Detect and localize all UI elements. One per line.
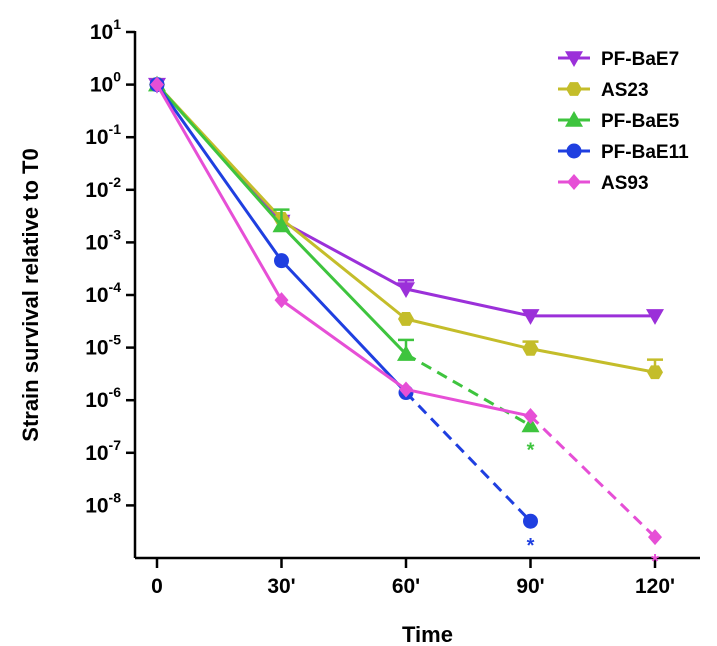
y-tick-label: 10-3: [85, 226, 121, 254]
line-segment: [405, 387, 531, 418]
dashed-segment: [404, 391, 532, 523]
legend-label: AS93: [601, 173, 649, 194]
data-point: [647, 365, 663, 380]
legend-label: PF-BaE7: [601, 49, 679, 70]
y-tick-label: 10-1: [85, 121, 121, 149]
dashed-segment: [405, 352, 532, 427]
legend-label: PF-BaE5: [601, 111, 680, 132]
y-tick-label: 10-2: [85, 174, 121, 202]
legend-item-PF-BaE7: PF-BaE7: [558, 49, 679, 70]
data-point: [399, 381, 413, 398]
line-segment: [530, 347, 656, 374]
legend-marker: [565, 111, 583, 127]
x-tick-label: 60': [392, 575, 420, 598]
data-point: [523, 408, 538, 425]
line-segment: [405, 317, 531, 351]
x-axis-title: Time: [402, 622, 453, 646]
series-PF-BaE11: *: [149, 77, 538, 557]
series-AS93: *: [150, 76, 662, 573]
y-tick-label: 10-4: [85, 279, 121, 307]
data-point: [646, 309, 664, 325]
y-tick-label: 10-8: [85, 489, 121, 517]
legend-marker: [566, 143, 582, 159]
line-segment: [280, 220, 407, 291]
data-point: [398, 312, 414, 326]
data-point: [397, 345, 415, 361]
series-AS23: [149, 77, 663, 380]
legend-marker: [566, 82, 582, 96]
line-segment: [405, 287, 531, 318]
y-tick-label: 101: [90, 16, 121, 44]
data-point: [523, 513, 538, 529]
data-point: [150, 76, 164, 93]
legend-item-AS93: AS93: [558, 173, 649, 194]
legend-item-PF-BaE5: PF-BaE5: [558, 111, 680, 132]
significance-star: *: [527, 535, 535, 557]
line-segment: [155, 83, 283, 227]
data-point: [521, 416, 540, 433]
legend-label: PF-BaE11: [601, 142, 689, 163]
y-axis-title: Strain survival relative to T0: [18, 148, 43, 441]
x-tick-label: 0: [151, 575, 163, 598]
x-tick-label: 120': [635, 575, 675, 598]
y-tick-label: 100: [90, 69, 121, 97]
data-point: [521, 309, 540, 325]
legend: PF-BaE7 AS23 PF-BaE5 PF-BaE11 AS93: [558, 49, 689, 194]
significance-star: *: [651, 551, 659, 573]
legend-item-AS23: AS23: [558, 80, 649, 101]
series-PF-BaE5: *: [148, 75, 540, 462]
series-layer: * * *: [148, 75, 664, 573]
legend-label: AS23: [601, 80, 649, 101]
legend-item-PF-BaE11: PF-BaE11: [558, 142, 689, 163]
data-point: [272, 216, 291, 233]
legend-marker: [567, 174, 581, 190]
legend-marker: [565, 51, 583, 67]
x-tick-label: 30': [267, 575, 295, 598]
y-tick-label: 10-6: [85, 384, 121, 412]
line-segment: [155, 83, 283, 262]
y-tick-label: 10-5: [85, 332, 121, 360]
line-segment: [280, 224, 408, 356]
axes: 101 100 10-1 10-2 10-3 10-4 10-5 10-6 10-7 10-8 0 3…: [85, 16, 700, 598]
line-segment: [280, 259, 408, 394]
data-point: [274, 253, 289, 269]
data-point: [648, 529, 662, 546]
data-point: [274, 292, 289, 309]
data-point: [397, 282, 415, 299]
line-segment: [280, 298, 407, 391]
y-tick-label: 10-7: [85, 437, 121, 465]
data-point: [522, 341, 539, 356]
line-segment: [280, 217, 407, 321]
line-segment: [155, 83, 283, 301]
dashed-segment: [529, 414, 657, 539]
x-tick-label: 90': [516, 575, 544, 598]
significance-star: *: [527, 440, 535, 462]
